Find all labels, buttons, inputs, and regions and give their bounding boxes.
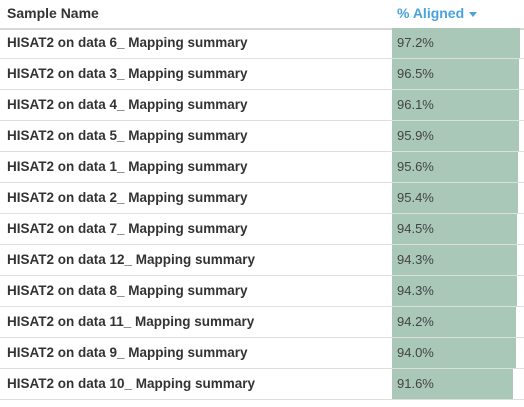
pct-aligned-cell: 94.5% xyxy=(392,214,524,244)
table-row: HISAT2 on data 4_ Mapping summary 96.1% xyxy=(0,90,524,121)
sample-name: HISAT2 on data 8_ Mapping summary xyxy=(7,283,248,298)
table-row: HISAT2 on data 9_ Mapping summary 94.0% xyxy=(0,338,524,369)
pct-aligned-bar xyxy=(392,183,518,213)
pct-aligned-cell: 96.5% xyxy=(392,59,524,89)
pct-aligned-cell: 95.9% xyxy=(392,121,524,151)
sample-name: HISAT2 on data 6_ Mapping summary xyxy=(7,35,248,50)
pct-aligned-bar xyxy=(392,90,519,120)
pct-aligned-bar xyxy=(392,276,517,306)
pct-aligned-value: 94.5% xyxy=(397,221,434,236)
sort-descending-icon xyxy=(469,11,478,17)
pct-aligned-bar xyxy=(392,245,517,275)
pct-aligned-column-header[interactable]: % Aligned xyxy=(397,5,478,21)
pct-aligned-cell: 94.3% xyxy=(392,245,524,275)
pct-aligned-value: 94.3% xyxy=(397,252,434,267)
pct-aligned-cell: 95.6% xyxy=(392,152,524,182)
pct-aligned-value: 91.6% xyxy=(397,376,434,391)
sample-name: HISAT2 on data 12_ Mapping summary xyxy=(7,252,256,267)
pct-aligned-bar xyxy=(392,338,517,368)
sample-name: HISAT2 on data 10_ Mapping summary xyxy=(7,376,256,391)
pct-aligned-value: 95.4% xyxy=(397,190,434,205)
sample-name: HISAT2 on data 1_ Mapping summary xyxy=(7,159,248,174)
pct-aligned-bar xyxy=(392,59,520,89)
pct-aligned-cell: 96.1% xyxy=(392,90,524,120)
table-row: HISAT2 on data 6_ Mapping summary 97.2% xyxy=(0,28,524,59)
pct-aligned-value: 94.0% xyxy=(397,345,434,360)
table-row: HISAT2 on data 2_ Mapping summary 95.4% xyxy=(0,183,524,214)
pct-aligned-bar xyxy=(392,214,517,244)
table-row: HISAT2 on data 5_ Mapping summary 95.9% xyxy=(0,121,524,152)
pct-aligned-value: 95.6% xyxy=(397,159,434,174)
sample-name: HISAT2 on data 11_ Mapping summary xyxy=(7,314,255,329)
pct-aligned-value: 95.9% xyxy=(397,128,434,143)
pct-aligned-bar xyxy=(392,28,521,58)
pct-aligned-cell: 94.0% xyxy=(392,338,524,368)
table-row: HISAT2 on data 3_ Mapping summary 96.5% xyxy=(0,59,524,90)
pct-aligned-value: 96.5% xyxy=(397,66,434,81)
pct-aligned-value: 96.1% xyxy=(397,97,434,112)
table-row: HISAT2 on data 8_ Mapping summary 94.3% xyxy=(0,276,524,307)
pct-aligned-cell: 94.3% xyxy=(392,276,524,306)
pct-aligned-bar xyxy=(392,121,519,151)
sample-name: HISAT2 on data 2_ Mapping summary xyxy=(7,190,248,205)
sample-name: HISAT2 on data 3_ Mapping summary xyxy=(7,66,248,81)
pct-aligned-cell: 95.4% xyxy=(392,183,524,213)
pct-aligned-cell: 91.6% xyxy=(392,369,524,399)
pct-aligned-cell: 97.2% xyxy=(392,28,524,58)
sample-name: HISAT2 on data 5_ Mapping summary xyxy=(7,128,248,143)
pct-aligned-value: 94.2% xyxy=(397,314,434,329)
pct-aligned-value: 94.3% xyxy=(397,283,434,298)
table-row: HISAT2 on data 1_ Mapping summary 95.6% xyxy=(0,152,524,183)
table-row: HISAT2 on data 10_ Mapping summary 91.6% xyxy=(0,369,524,400)
pct-aligned-bar xyxy=(392,369,513,399)
pct-aligned-cell: 94.2% xyxy=(392,307,524,337)
pct-aligned-header-label: % Aligned xyxy=(397,5,465,21)
sample-name-column-header[interactable]: Sample Name xyxy=(7,5,99,21)
table-row: HISAT2 on data 11_ Mapping summary 94.2% xyxy=(0,307,524,338)
pct-aligned-bar xyxy=(392,307,517,337)
sample-name: HISAT2 on data 4_ Mapping summary xyxy=(7,97,248,112)
pct-aligned-bar xyxy=(392,152,519,182)
table-row: HISAT2 on data 7_ Mapping summary 94.5% xyxy=(0,214,524,245)
pct-aligned-value: 97.2% xyxy=(397,35,434,50)
sample-name: HISAT2 on data 7_ Mapping summary xyxy=(7,221,248,236)
table-header: Sample Name % Aligned xyxy=(0,0,524,30)
table-row: HISAT2 on data 12_ Mapping summary 94.3% xyxy=(0,245,524,276)
sample-name: HISAT2 on data 9_ Mapping summary xyxy=(7,345,248,360)
